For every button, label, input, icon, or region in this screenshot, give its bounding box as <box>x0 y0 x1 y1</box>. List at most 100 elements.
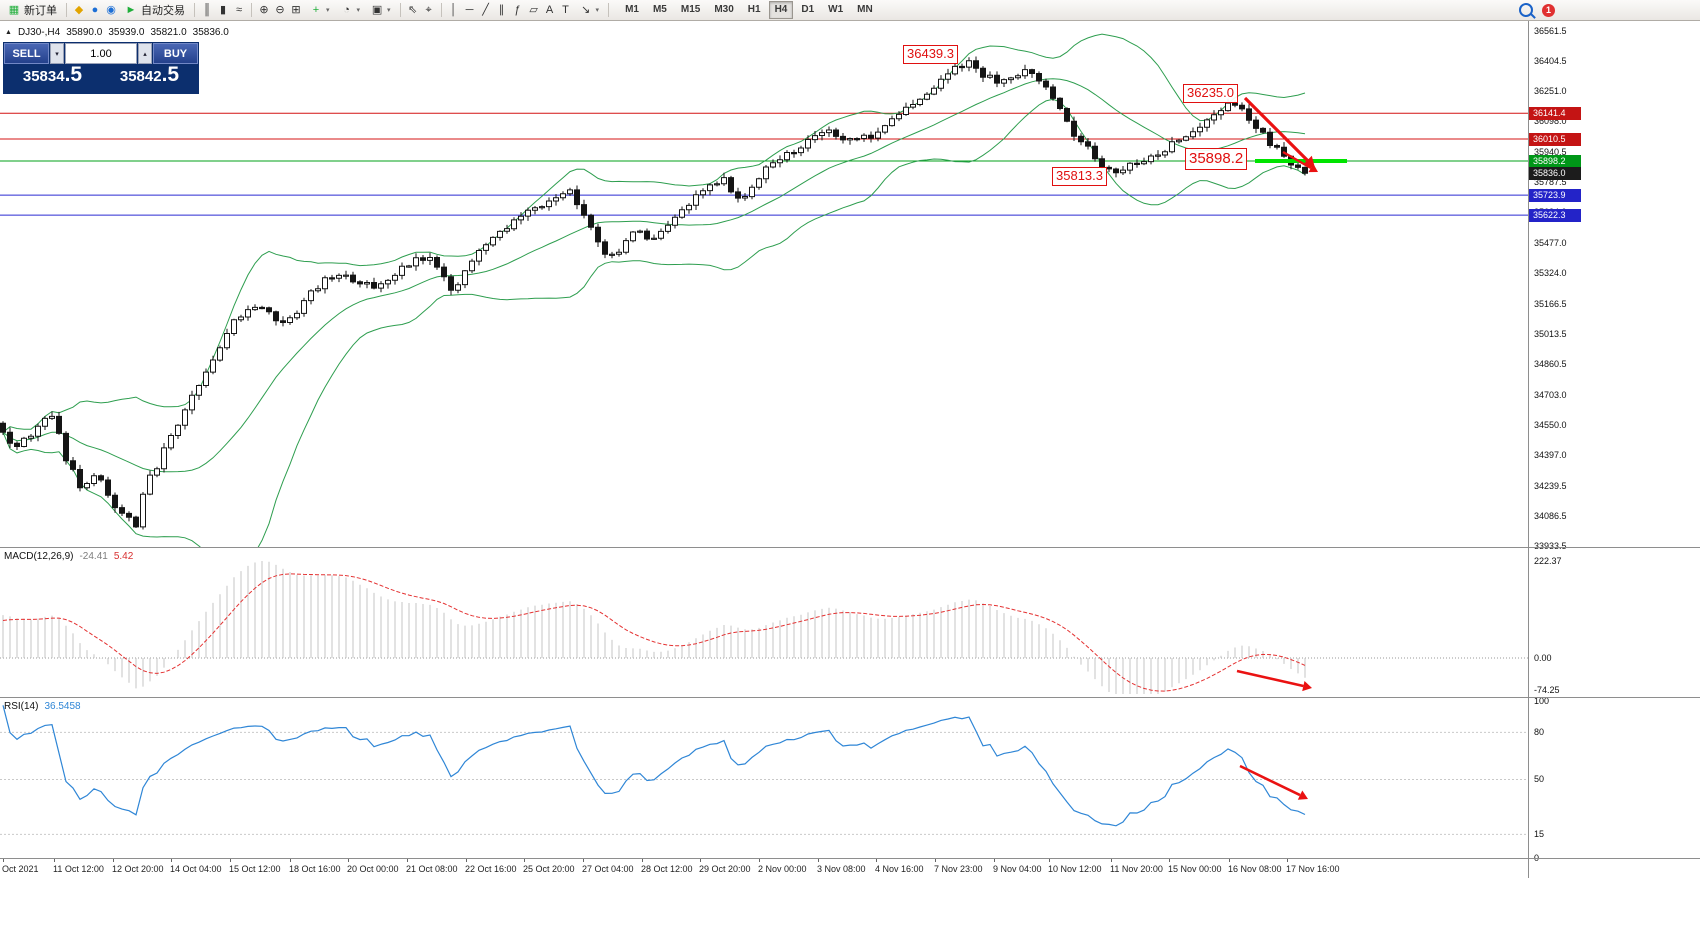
community-icon[interactable]: ◉ <box>106 3 116 16</box>
time-axis-tick <box>1287 859 1288 862</box>
timeframe-button-w1[interactable]: W1 <box>828 4 844 15</box>
chart-window: ▲ DJ30-,H4 35890.0 35939.0 35821.0 35836… <box>0 21 1700 878</box>
toolbar-separator <box>251 3 252 17</box>
toolbar: ▦ 新订单 ◆ ● ◉ ► 自动交易 ║ ▮ ≈ ⊕ ⊖ ⊞ + ▾ ◔ ▾ ▣… <box>0 0 1700 21</box>
macd-indicator-label: MACD(12,26,9) -24.41 5.42 <box>4 551 133 562</box>
favorites-icon[interactable]: ◆ <box>74 3 84 16</box>
timeframe-button-m5[interactable]: M5 <box>652 4 667 15</box>
timeframe-button-m30[interactable]: M30 <box>714 4 734 15</box>
auto-trading-button[interactable]: ► 自动交易 <box>120 2 189 19</box>
timeframe-button-d1[interactable]: D1 <box>801 4 815 15</box>
time-axis-label: 7 Nov 23:00 <box>934 864 983 874</box>
zoom-in-icon[interactable]: ⊕ <box>259 3 269 16</box>
buy-price-main: 35842 <box>119 68 162 85</box>
timeframe-group: M1 M5 M15 M30 H1 H4 D1 W1 MN <box>618 1 880 19</box>
rsi-axis-label: 50 <box>1534 774 1545 784</box>
price-tag: 35723.9 <box>1529 188 1581 202</box>
arrows-tool-icon: ↘ <box>580 3 591 16</box>
pane-separator[interactable] <box>0 547 1700 548</box>
trendline-tool-icon[interactable]: ╱ <box>482 3 489 16</box>
time-axis-tick <box>1111 859 1112 862</box>
channel-tool-icon[interactable]: ∥ <box>498 3 505 16</box>
chevron-down-icon: ▾ <box>326 7 330 14</box>
new-order-label: 新订单 <box>24 5 57 17</box>
timeframe-button-mn[interactable]: MN <box>857 4 873 15</box>
periods-button[interactable]: ◔ ▾ <box>336 2 365 19</box>
time-axis-label: 17 Nov 16:00 <box>1286 864 1340 874</box>
price-annotation[interactable]: 36439.3 <box>903 45 958 64</box>
time-axis-tick <box>290 859 291 862</box>
price-axis-label: 35013.5 <box>1534 328 1567 339</box>
time-axis-label: 21 Oct 08:00 <box>406 864 458 874</box>
tile-windows-icon[interactable]: ⊞ <box>291 3 301 16</box>
time-axis-tick <box>171 859 172 862</box>
template-icon: ▣ <box>371 3 383 16</box>
buy-button[interactable]: BUY <box>153 43 198 64</box>
cursor-icon[interactable]: ⇖ <box>407 3 418 16</box>
new-order-button[interactable]: ▦ 新订单 <box>3 2 61 19</box>
candlestick-chart-icon[interactable]: ▮ <box>219 3 227 16</box>
volume-increase-button[interactable]: ▴ <box>138 43 152 64</box>
time-axis[interactable]: Oct 2021 11 Oct 12:00 12 Oct 20:00 14 Oct 0… <box>0 859 1528 878</box>
price-tag: 36141.4 <box>1529 106 1581 120</box>
time-axis-tick <box>700 859 701 862</box>
horizontal-line-tool-icon[interactable]: ─ <box>465 3 474 16</box>
price-axis-label: 34239.5 <box>1534 480 1567 491</box>
macd-pane[interactable] <box>0 548 1528 697</box>
timeframe-button-m15[interactable]: M15 <box>680 4 701 15</box>
shapes-tool-icon[interactable]: ▱ <box>529 3 538 16</box>
price-axis-label: 34086.5 <box>1534 510 1567 521</box>
buy-price[interactable]: 35842 .5 <box>101 64 198 93</box>
sell-button[interactable]: SELL <box>4 43 49 64</box>
timeframe-button-m1[interactable]: M1 <box>625 4 639 15</box>
sell-price[interactable]: 35834 .5 <box>4 64 101 93</box>
bar-chart-icon[interactable]: ║ <box>203 3 211 16</box>
volume-decrease-button[interactable]: ▾ <box>50 43 64 64</box>
price-axis-label: 34397.0 <box>1534 449 1567 460</box>
zoom-out-icon[interactable]: ⊖ <box>275 3 285 16</box>
template-button[interactable]: ▣ ▾ <box>366 2 395 19</box>
time-axis-label: 15 Oct 12:00 <box>229 864 281 874</box>
low-value: 35821.0 <box>150 27 187 38</box>
crosshair-icon[interactable]: ⌖ <box>425 3 432 16</box>
arrows-tool-button[interactable]: ↘ ▾ <box>575 2 604 19</box>
timeframe-button-h4[interactable]: H4 <box>768 1 794 19</box>
timeframe-button-h1[interactable]: H1 <box>747 4 761 15</box>
volume-input[interactable]: 1.00 <box>65 43 137 64</box>
rsi-pane[interactable] <box>0 698 1528 858</box>
time-axis-label: 11 Oct 12:00 <box>53 864 104 874</box>
line-chart-icon[interactable]: ≈ <box>235 3 243 16</box>
buy-label: BUY <box>163 47 188 60</box>
price-annotation[interactable]: 35898.2 <box>1185 148 1248 170</box>
time-axis-label: 3 Nov 08:00 <box>817 864 866 874</box>
notification-badge[interactable]: 1 <box>1542 3 1555 17</box>
price-chart[interactable] <box>0 21 1528 547</box>
time-axis-tick <box>818 859 819 862</box>
vertical-line-tool-icon[interactable]: │ <box>450 3 457 16</box>
trend-arrow[interactable] <box>1239 764 1308 800</box>
price-axis-label: 36561.5 <box>1534 25 1567 36</box>
news-icon[interactable]: ● <box>91 3 99 16</box>
price-annotation[interactable]: 36235.0 <box>1183 84 1238 103</box>
macd-axis-label: -74.25 <box>1534 684 1560 695</box>
price-axis[interactable]: 36561.5 36404.5 36251.0 36098.0 35940.5 35787… <box>1528 21 1700 878</box>
time-axis-label: 12 Oct 20:00 <box>112 864 164 874</box>
buy-price-pips: .5 <box>161 63 180 86</box>
search-icon[interactable] <box>1519 3 1533 17</box>
time-axis-label: Oct 2021 <box>2 864 39 874</box>
trend-arrow[interactable] <box>1282 150 1318 173</box>
time-axis-tick <box>1229 859 1230 862</box>
pane-separator[interactable] <box>0 697 1700 698</box>
price-annotation[interactable]: 35813.3 <box>1052 167 1107 186</box>
trend-arrow[interactable] <box>1236 669 1312 692</box>
time-axis-tick <box>54 859 55 862</box>
open-value: 35890.0 <box>66 27 103 38</box>
fibonacci-tool-icon[interactable]: ƒ <box>514 3 521 16</box>
label-tool-icon[interactable]: T <box>562 3 569 16</box>
price-axis-label: 35477.0 <box>1534 238 1567 248</box>
price-axis-label: 35940.5 <box>1534 147 1567 158</box>
text-tool-icon[interactable]: A <box>545 3 554 16</box>
add-indicator-button[interactable]: + ▾ <box>305 2 334 19</box>
time-axis-label: 4 Nov 16:00 <box>875 864 924 874</box>
time-axis-label: 28 Oct 12:00 <box>641 864 693 874</box>
